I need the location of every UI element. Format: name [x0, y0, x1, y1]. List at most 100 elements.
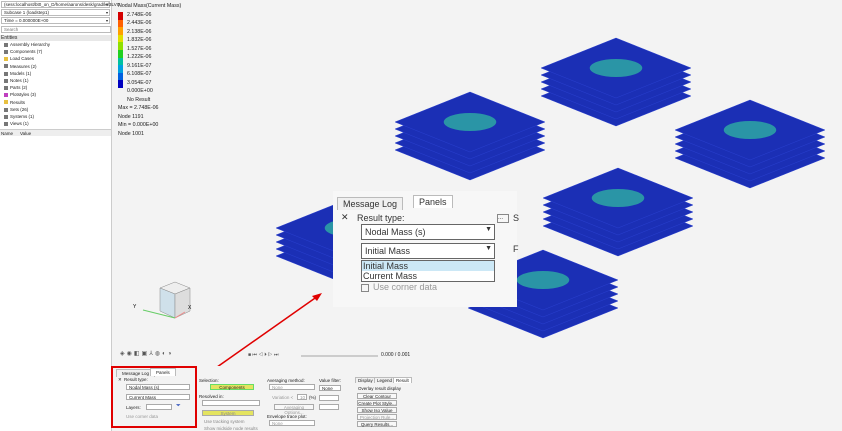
- tree-item[interactable]: Results: [0, 99, 111, 106]
- tree-item[interactable]: Parts (2): [0, 84, 111, 91]
- legend-min-node: Node 1001: [118, 130, 144, 137]
- result-type-select[interactable]: Nodal Mass (s): [126, 384, 190, 390]
- search-input[interactable]: [1, 26, 111, 33]
- contour-hotspot: [591, 189, 645, 207]
- option-initial-mass[interactable]: Initial Mass: [362, 261, 494, 271]
- zoomed-panel-callout: Message Log Panels ✕ Result type: ... S …: [333, 191, 519, 307]
- overlay-checkbox[interactable]: Overlay result display: [358, 386, 402, 391]
- query-results-button[interactable]: Query Results...: [357, 421, 397, 427]
- variation-input[interactable]: 10: [297, 394, 307, 400]
- tree-item[interactable]: Measures (2): [0, 63, 111, 70]
- tab-message-log[interactable]: Message Log: [337, 197, 404, 210]
- legend-value: 2.138E-06: [127, 28, 152, 35]
- tab-legend[interactable]: Legend: [374, 377, 396, 383]
- time-dropdown[interactable]: Time = 0.000000E+00 ▾: [1, 17, 110, 24]
- tree-label: Systems (1): [10, 113, 35, 119]
- option-current-mass[interactable]: Current Mass: [363, 271, 418, 281]
- legend-value: 6.108E-07: [127, 71, 152, 77]
- components-button[interactable]: Components: [210, 384, 254, 390]
- view-cube[interactable]: [142, 281, 191, 319]
- filter-icon[interactable]: ⏷: [176, 403, 181, 409]
- session-dropdown[interactable]: (sess:localhost/bt0_on_D/home/aarons/des…: [1, 1, 120, 8]
- legend-color-swatch: [118, 42, 123, 50]
- tab-display[interactable]: Display: [355, 377, 376, 383]
- tree-item[interactable]: Models (1): [0, 70, 111, 77]
- prev-icon[interactable]: ◁: [258, 352, 263, 358]
- more-button[interactable]: ...: [497, 214, 509, 223]
- tab-result[interactable]: Result: [393, 377, 412, 383]
- show-iso-value-button[interactable]: Show Iso Value: [357, 407, 397, 413]
- folder-icon: [4, 85, 8, 90]
- tracking-checkbox[interactable]: Use tracking system: [204, 419, 245, 424]
- envelope-select[interactable]: None: [269, 420, 315, 426]
- corner-data-checkbox[interactable]: Use corner data: [361, 282, 437, 292]
- stop-icon[interactable]: ■: [248, 352, 252, 358]
- layers-label: Layers:: [126, 405, 141, 410]
- averaging-options-button[interactable]: Averaging Options...: [274, 404, 314, 415]
- folder-icon: [4, 107, 8, 112]
- filter-max-input[interactable]: [319, 404, 339, 410]
- contour-hotspot: [589, 59, 643, 77]
- folder-icon: [4, 64, 8, 69]
- tab-panels[interactable]: Panels: [150, 368, 176, 376]
- view-toolbar: ◈◉◧▣⅄◍◐◑: [120, 350, 173, 357]
- variation-checkbox[interactable]: Variation <: [272, 395, 294, 400]
- folder-icon: [4, 42, 8, 47]
- close-icon[interactable]: ✕: [118, 377, 122, 382]
- tree-item[interactable]: Components (7): [0, 48, 111, 55]
- subcase-dropdown[interactable]: Subcase 1 (loadstep1) ▾: [1, 9, 110, 16]
- midside-checkbox[interactable]: Show midside node results: [204, 426, 258, 431]
- next-icon[interactable]: ▷: [268, 352, 273, 358]
- averaging-select[interactable]: None: [269, 384, 315, 390]
- legend-color-swatch: [118, 72, 123, 81]
- legend-color-swatch: [118, 65, 123, 73]
- axis-label: Y: [133, 304, 137, 310]
- legend-value: 9.161E-07: [127, 62, 152, 69]
- name-column: Name: [1, 131, 14, 136]
- result-component-select[interactable]: Initial Mass ▼: [361, 243, 495, 259]
- tree-label: Parts (2): [10, 85, 28, 91]
- create-plot-style-button[interactable]: Create Plot Style...: [357, 400, 397, 406]
- legend-color-swatch: [118, 27, 123, 35]
- last-frame-icon[interactable]: ⏭: [273, 352, 279, 358]
- tree-label: Components (7): [10, 49, 43, 55]
- projection-rule-button[interactable]: Projection Rule...: [357, 414, 397, 420]
- view-icon[interactable]: ◈◉◧▣⅄◍◐◑: [120, 351, 174, 357]
- animation-slider[interactable]: [301, 355, 378, 357]
- legend-value: 2.748E-06: [127, 11, 152, 18]
- tree-item[interactable]: Load Cases: [0, 55, 111, 62]
- f-label: F: [513, 244, 519, 254]
- selection-label: Selection:: [199, 378, 219, 383]
- resolved-in-input[interactable]: [202, 400, 260, 406]
- tree-item[interactable]: Plotstyles (3): [0, 91, 111, 98]
- result-component-select[interactable]: Current Mass: [126, 394, 190, 400]
- value-filter-select[interactable]: None: [319, 385, 341, 391]
- folder-icon: [4, 50, 8, 54]
- tree-item[interactable]: Assembly Hierarchy: [0, 41, 111, 48]
- close-icon[interactable]: ✕: [341, 212, 349, 222]
- tree-item[interactable]: Notes (1): [0, 77, 111, 84]
- result-type-select[interactable]: Nodal Mass (s) ▼: [361, 224, 495, 240]
- tree-item[interactable]: Systems (1): [0, 113, 111, 120]
- result-type-value: Nodal Mass (s): [129, 385, 160, 390]
- system-button[interactable]: System: [202, 410, 254, 416]
- first-frame-icon[interactable]: ⏮: [252, 352, 257, 358]
- legend-color-swatch: [118, 12, 123, 20]
- browser-panel: (sess:localhost/bt0_on_D/home/aarons/des…: [0, 0, 120, 431]
- play-icon[interactable]: ⏵: [264, 352, 267, 358]
- tree-item[interactable]: Sets (26): [0, 106, 111, 113]
- highlight-box: [111, 366, 197, 428]
- no-result-label: No Result: [127, 96, 151, 103]
- property-header: Name Value: [0, 129, 111, 136]
- contour-panel: Message Log Panels ✕ Result type: Nodal …: [111, 366, 842, 431]
- layers-select[interactable]: [146, 404, 172, 410]
- tab-panels[interactable]: Panels: [413, 195, 453, 208]
- result-type-label: Result type:: [124, 377, 148, 382]
- corner-data-checkbox[interactable]: Use corner data: [126, 414, 159, 419]
- tree-label: Measures (2): [10, 63, 37, 69]
- tree-item[interactable]: Views (1): [0, 120, 111, 127]
- folder-icon: [4, 93, 8, 98]
- clear-contour-button[interactable]: Clear Contour: [357, 393, 397, 399]
- filter-min-input[interactable]: [319, 395, 339, 401]
